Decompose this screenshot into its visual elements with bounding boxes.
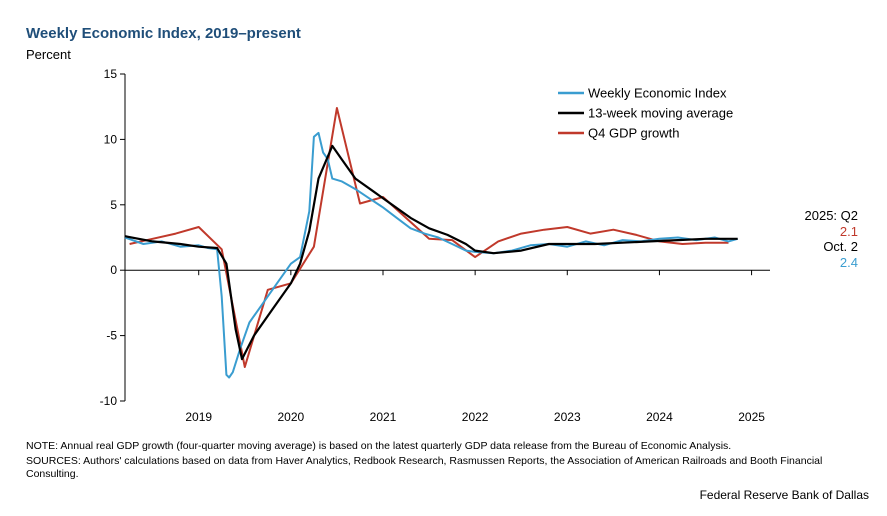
x-tick-label: 2025 xyxy=(738,410,765,424)
sources-text: SOURCES: Authors' calculations based on … xyxy=(26,455,823,480)
series-line-q4-gdp-growth xyxy=(129,107,729,368)
legend-label: 13-week moving average xyxy=(588,106,733,121)
x-tick-label: 2020 xyxy=(278,410,305,424)
chart-title: Weekly Economic Index, 2019–present xyxy=(26,25,301,42)
annotation-label: 2.1 xyxy=(840,224,858,239)
x-tick-label: 2019 xyxy=(185,410,212,424)
annotation-label: 2025: Q2 xyxy=(805,208,859,223)
series-line-13-week-moving-average xyxy=(124,144,738,361)
y-axis-label: Percent xyxy=(26,47,71,62)
notes: NOTE: Annual real GDP growth (four-quart… xyxy=(26,440,826,483)
series-line-weekly-economic-index xyxy=(124,131,738,379)
source-organization: Federal Reserve Bank of Dallas xyxy=(699,488,869,502)
note-text: NOTE: Annual real GDP growth (four-quart… xyxy=(26,440,732,452)
y-ticks: 15 10 5 0 -5 -10 xyxy=(100,67,125,408)
annotation-label: 2.4 xyxy=(840,255,858,270)
legend-label: Q4 GDP growth xyxy=(588,126,680,141)
x-tick-label: 2024 xyxy=(646,410,673,424)
y-tick-label: -10 xyxy=(100,394,118,408)
y-tick-label: 5 xyxy=(110,198,117,212)
legend-label: Weekly Economic Index xyxy=(588,86,727,101)
y-tick-label: 10 xyxy=(104,132,118,146)
x-tick-label: 2023 xyxy=(554,410,581,424)
series-lines xyxy=(124,107,738,379)
annotation-label: Oct. 2 xyxy=(823,239,858,254)
y-tick-label: 0 xyxy=(110,263,117,277)
x-ticks: 2019 2020 2021 2022 2023 2024 2025 xyxy=(185,270,765,424)
y-tick-label: -5 xyxy=(106,329,117,343)
x-tick-label: 2021 xyxy=(370,410,397,424)
legend: Weekly Economic Index 13-week moving aver… xyxy=(558,86,733,141)
x-tick-label: 2022 xyxy=(462,410,489,424)
y-tick-label: 15 xyxy=(104,67,118,81)
